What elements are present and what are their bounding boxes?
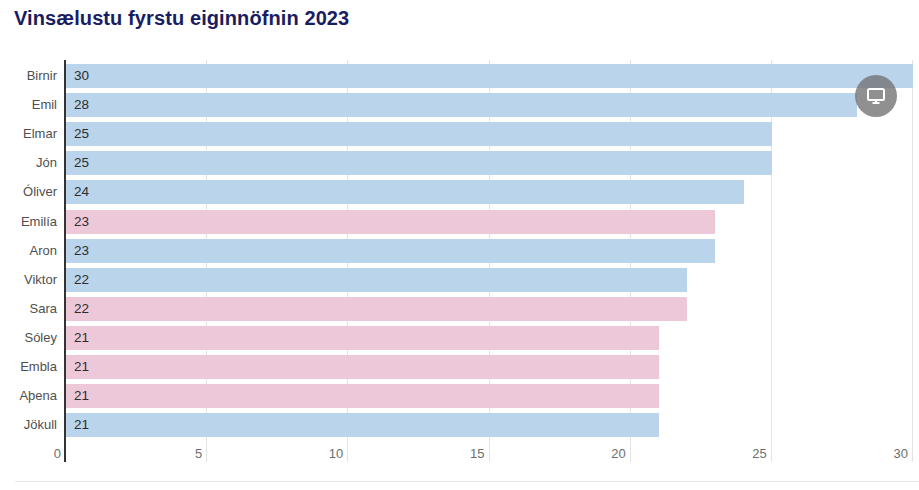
bar: 21 (66, 355, 659, 379)
card-bottom-border (15, 481, 919, 482)
bar-value-label: 25 (74, 151, 89, 175)
category-label: Jökull (24, 413, 57, 437)
bar-value-label: 22 (74, 297, 89, 321)
bar-value-label: 28 (74, 93, 89, 117)
category-label: Óliver (23, 180, 57, 204)
x-tick-label: 0 (54, 446, 61, 462)
bar: 21 (66, 413, 659, 437)
bar: 23 (66, 239, 715, 263)
bar: 21 (66, 326, 659, 350)
fullscreen-button[interactable] (855, 75, 897, 117)
bar: 22 (66, 268, 687, 292)
bar: 25 (66, 122, 772, 146)
bar-value-label: 21 (74, 355, 89, 379)
bar-value-label: 21 (74, 326, 89, 350)
category-labels: Birnir Emil Elmar Jón Óliver Emilía Aron Viktor… (0, 60, 57, 462)
x-tick-label: 30 (894, 446, 908, 462)
category-label: Emilía (21, 210, 57, 234)
gridline-x-30 (912, 60, 913, 462)
x-tick-label: 5 (195, 446, 202, 462)
x-axis: 051015202530 (66, 446, 913, 462)
bar: 28 (66, 93, 857, 117)
bar-value-label: 24 (74, 180, 89, 204)
bar: 25 (66, 151, 772, 175)
category-label: Birnir (27, 64, 57, 88)
bar-value-label: 23 (74, 239, 89, 263)
bar: 22 (66, 297, 687, 321)
bar-value-label: 25 (74, 122, 89, 146)
gridline-x-25 (771, 60, 772, 462)
category-label: Emil (32, 93, 57, 117)
bar: 21 (66, 384, 659, 408)
bar-value-label: 23 (74, 210, 89, 234)
bar-value-label: 30 (74, 64, 89, 88)
x-tick-label: 10 (329, 446, 343, 462)
category-label: Sara (30, 297, 57, 321)
bar: 30 (66, 64, 913, 88)
x-tick-label: 15 (470, 446, 484, 462)
x-tick-label: 20 (611, 446, 625, 462)
category-label: Sóley (24, 326, 57, 350)
bar-value-label: 21 (74, 413, 89, 437)
chart-title: Vinsælustu fyrstu eiginnöfnin 2023 (14, 5, 349, 32)
category-label: Embla (20, 355, 57, 379)
bar-value-label: 22 (74, 268, 89, 292)
x-tick-label: 25 (752, 446, 766, 462)
category-label: Viktor (24, 268, 57, 292)
category-label: Aþena (19, 384, 57, 408)
category-label: Aron (30, 239, 57, 263)
chart-card: Vinsælustu fyrstu eiginnöfnin 2023 30 28 2… (0, 0, 919, 490)
category-label: Jón (36, 151, 57, 175)
bar-value-label: 21 (74, 384, 89, 408)
bar: 24 (66, 180, 744, 204)
category-label: Elmar (23, 122, 57, 146)
bar: 23 (66, 210, 715, 234)
monitor-icon (866, 87, 886, 105)
plot-area: 30 28 25 25 24 23 23 22 22 21 21 21 21 (66, 60, 913, 462)
y-axis-line (64, 60, 66, 462)
